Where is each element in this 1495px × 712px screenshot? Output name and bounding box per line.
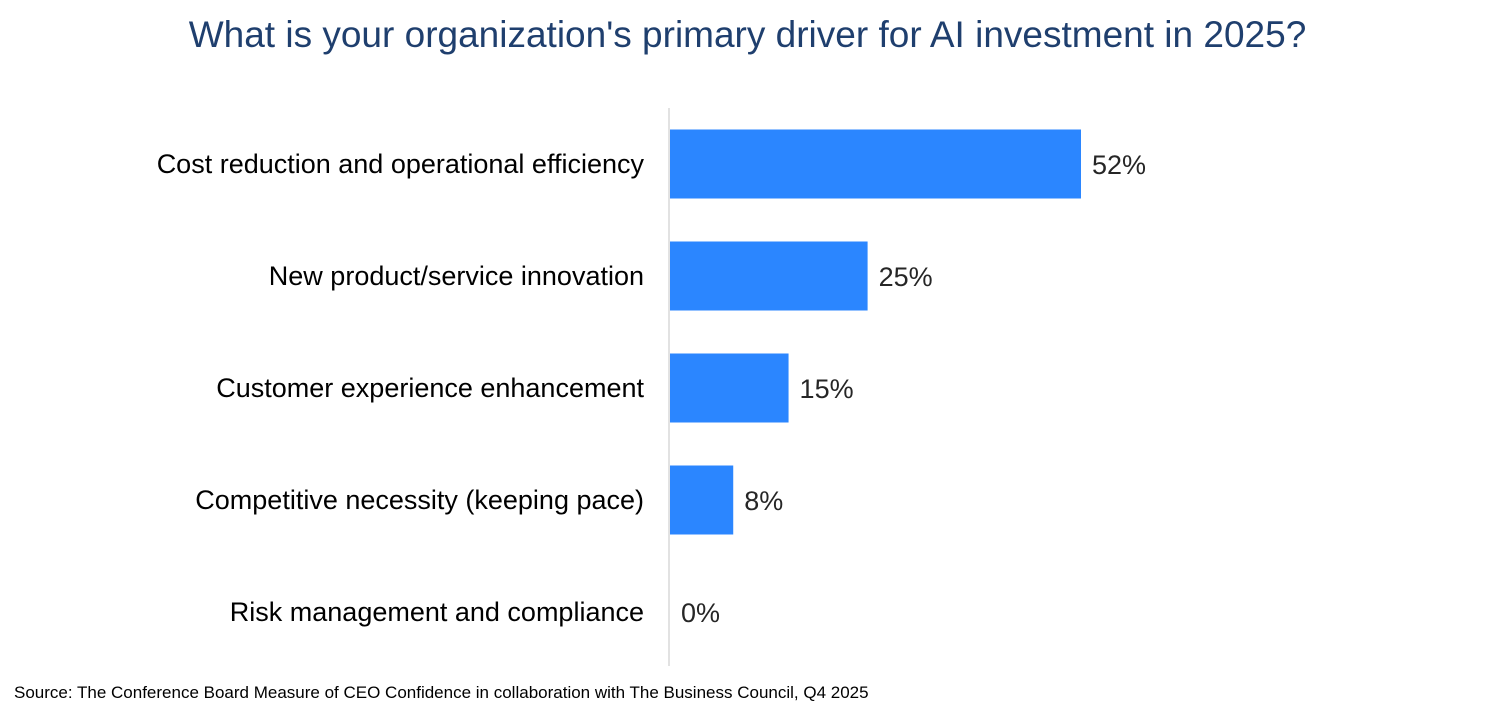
data-label: 0%	[681, 598, 720, 628]
category-label: New product/service innovation	[269, 261, 644, 291]
category-label: Risk management and compliance	[230, 597, 644, 627]
bar	[670, 465, 734, 535]
bar	[670, 353, 789, 423]
value-labels-group: 52% 25% 15% 8% 0%	[681, 150, 1146, 628]
category-label: Customer experience enhancement	[216, 373, 644, 403]
category-label: Cost reduction and operational efficienc…	[157, 149, 645, 179]
chart-title: What is your organization's primary driv…	[188, 14, 1307, 55]
bar	[670, 241, 868, 311]
data-label: 52%	[1092, 150, 1146, 180]
category-labels-group: Cost reduction and operational efficienc…	[157, 149, 645, 627]
bars-group	[670, 129, 1081, 535]
source-note: Source: The Conference Board Measure of …	[14, 683, 869, 702]
category-label: Competitive necessity (keeping pace)	[195, 485, 644, 515]
data-label: 25%	[879, 262, 933, 292]
bar	[670, 129, 1081, 199]
data-label: 15%	[800, 374, 854, 404]
data-label: 8%	[744, 486, 783, 516]
